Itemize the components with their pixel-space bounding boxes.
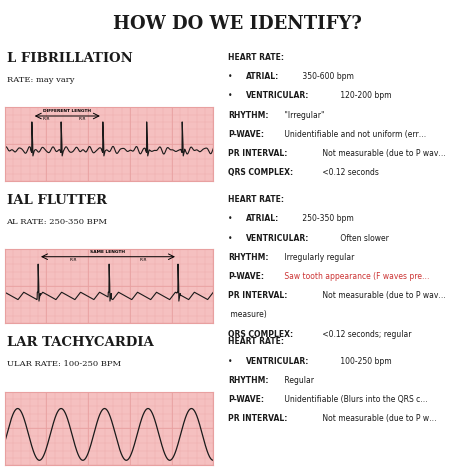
Text: LAR TACHYCARDIA: LAR TACHYCARDIA <box>7 336 153 349</box>
Text: ULAR RATE: 100-250 BPM: ULAR RATE: 100-250 BPM <box>7 360 121 368</box>
Text: AL RATE: 250-350 BPM: AL RATE: 250-350 BPM <box>7 218 108 226</box>
Text: measure): measure) <box>228 310 267 319</box>
Text: Not measurable (due to P wav…: Not measurable (due to P wav… <box>320 149 447 158</box>
Text: ATRIAL:: ATRIAL: <box>246 214 280 223</box>
Text: RATE: may vary: RATE: may vary <box>7 76 74 84</box>
Text: RHYTHM:: RHYTHM: <box>228 376 269 385</box>
Text: L FIBRILLATION: L FIBRILLATION <box>7 52 132 64</box>
Text: Regular: Regular <box>282 376 314 385</box>
Text: P-WAVE:: P-WAVE: <box>228 272 264 281</box>
Text: PR INTERVAL:: PR INTERVAL: <box>228 149 288 158</box>
Text: Not measurable (due to P wav…: Not measurable (due to P wav… <box>320 291 447 300</box>
Text: R-R: R-R <box>70 258 77 262</box>
Text: VENTRICULAR:: VENTRICULAR: <box>246 234 310 243</box>
Text: Unidentifiable and not uniform (err…: Unidentifiable and not uniform (err… <box>282 130 426 139</box>
Text: HEART RATE:: HEART RATE: <box>228 53 284 62</box>
Text: •: • <box>228 234 233 243</box>
Text: PR INTERVAL:: PR INTERVAL: <box>228 414 288 423</box>
Text: Often slower: Often slower <box>338 234 389 243</box>
Text: IAL FLUTTER: IAL FLUTTER <box>7 194 107 207</box>
Text: •: • <box>228 214 233 223</box>
Text: R-R: R-R <box>140 258 147 262</box>
Text: P-WAVE:: P-WAVE: <box>228 130 264 139</box>
Text: HOW DO WE IDENTIFY?: HOW DO WE IDENTIFY? <box>113 15 361 33</box>
Text: DIFFERENT LENGTH: DIFFERENT LENGTH <box>43 109 91 113</box>
Text: RHYTHM:: RHYTHM: <box>228 111 269 119</box>
Text: 350-600 bpm: 350-600 bpm <box>300 72 354 81</box>
Text: 100-250 bpm: 100-250 bpm <box>338 356 392 365</box>
Text: P-WAVE:: P-WAVE: <box>228 395 264 404</box>
Text: QRS COMPLEX:: QRS COMPLEX: <box>228 168 293 177</box>
Text: Saw tooth appearance (F waves pre…: Saw tooth appearance (F waves pre… <box>282 272 429 281</box>
Text: 250-350 bpm: 250-350 bpm <box>300 214 354 223</box>
Text: •: • <box>228 72 233 81</box>
Text: PR INTERVAL:: PR INTERVAL: <box>228 291 288 300</box>
Text: "Irregular": "Irregular" <box>282 111 325 119</box>
Text: Irregularly regular: Irregularly regular <box>282 253 355 262</box>
Text: SAME LENGTH: SAME LENGTH <box>91 250 126 254</box>
Text: VENTRICULAR:: VENTRICULAR: <box>246 91 310 100</box>
Text: R-R: R-R <box>78 117 86 121</box>
Text: QRS COMPLEX:: QRS COMPLEX: <box>228 330 293 338</box>
Text: Not measurable (due to P w…: Not measurable (due to P w… <box>320 414 437 423</box>
Text: HEART RATE:: HEART RATE: <box>228 195 284 204</box>
Text: R-R: R-R <box>43 117 50 121</box>
Text: <0.12 seconds; regular: <0.12 seconds; regular <box>320 330 412 338</box>
Text: •: • <box>228 91 233 100</box>
Text: RHYTHM:: RHYTHM: <box>228 253 269 262</box>
Text: HEART RATE:: HEART RATE: <box>228 337 284 346</box>
Text: VENTRICULAR:: VENTRICULAR: <box>246 356 310 365</box>
Text: 120-200 bpm: 120-200 bpm <box>338 91 392 100</box>
Text: Unidentifiable (Blurs into the QRS c…: Unidentifiable (Blurs into the QRS c… <box>282 395 428 404</box>
Text: <0.12 seconds: <0.12 seconds <box>320 168 379 177</box>
Text: •: • <box>228 356 233 365</box>
Text: ATRIAL:: ATRIAL: <box>246 72 280 81</box>
